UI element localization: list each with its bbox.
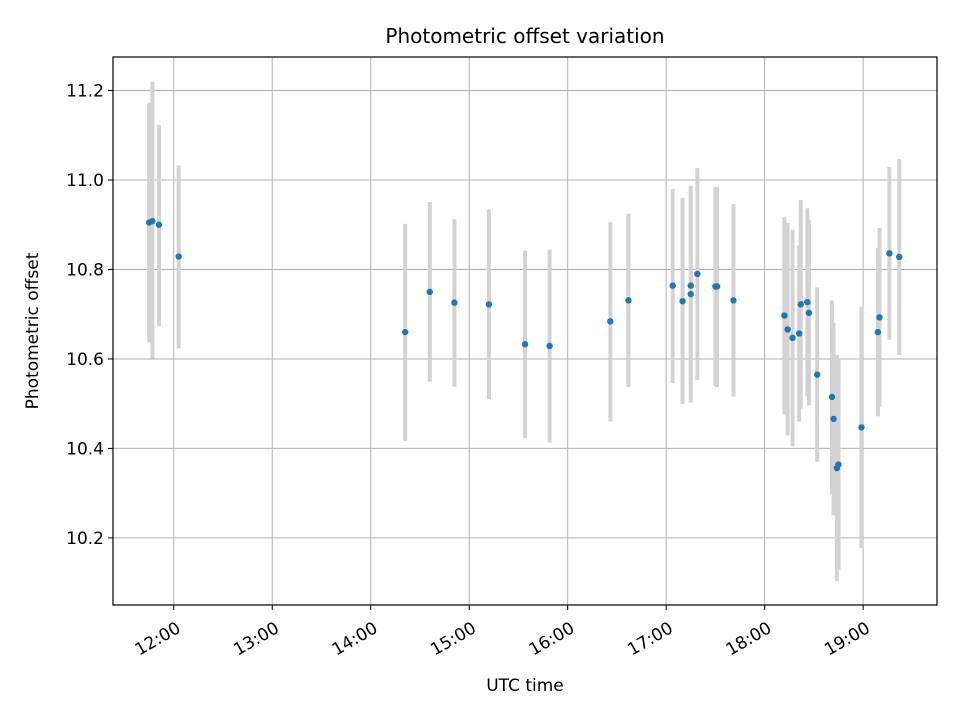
data-point: [694, 270, 701, 278]
y-tick-label: 10.6: [66, 350, 104, 370]
y-tick-label: 11.0: [66, 171, 104, 191]
data-point: [155, 221, 163, 228]
data-point: [886, 250, 893, 257]
data-point: [896, 253, 903, 261]
data-point: [546, 342, 553, 350]
data-point: [828, 393, 836, 401]
data-point: [607, 318, 614, 325]
x-axis-label: UTC time: [486, 676, 564, 696]
data-point: [175, 253, 182, 260]
y-axis: 10.2 10.4 10.6 10.8 11.0 11.2: [66, 82, 113, 549]
data-point: [858, 424, 865, 431]
data-point: [813, 371, 821, 378]
data-point: [401, 328, 409, 336]
y-tick-label: 10.2: [66, 529, 104, 549]
data-point: [874, 328, 882, 336]
data-point: [669, 282, 676, 289]
data-point: [805, 309, 813, 317]
y-tick-label: 11.2: [66, 82, 104, 102]
y-tick-label: 10.4: [66, 439, 104, 459]
chart-title: Photometric offset variation: [385, 24, 664, 48]
data-points: [145, 217, 903, 472]
data-point: [687, 282, 694, 289]
data-point: [830, 415, 837, 423]
data-point: [789, 334, 796, 342]
data-point: [485, 301, 493, 308]
data-point: [795, 330, 803, 337]
data-point: [713, 283, 721, 290]
data-point: [730, 297, 737, 304]
data-point: [781, 312, 788, 319]
data-point: [451, 299, 458, 306]
data-point: [149, 217, 156, 225]
data-point: [835, 461, 842, 468]
data-point: [679, 298, 686, 305]
data-point: [687, 290, 694, 298]
y-axis-label: Photometric offset: [23, 252, 43, 409]
data-point: [797, 301, 804, 308]
data-point: [784, 326, 791, 333]
data-point: [521, 340, 529, 348]
data-point: [804, 298, 811, 306]
plot-frame: [112, 56, 938, 606]
data-point: [876, 314, 883, 321]
y-tick-label: 10.8: [66, 260, 104, 280]
data-point: [426, 288, 433, 296]
data-point: [625, 297, 632, 304]
